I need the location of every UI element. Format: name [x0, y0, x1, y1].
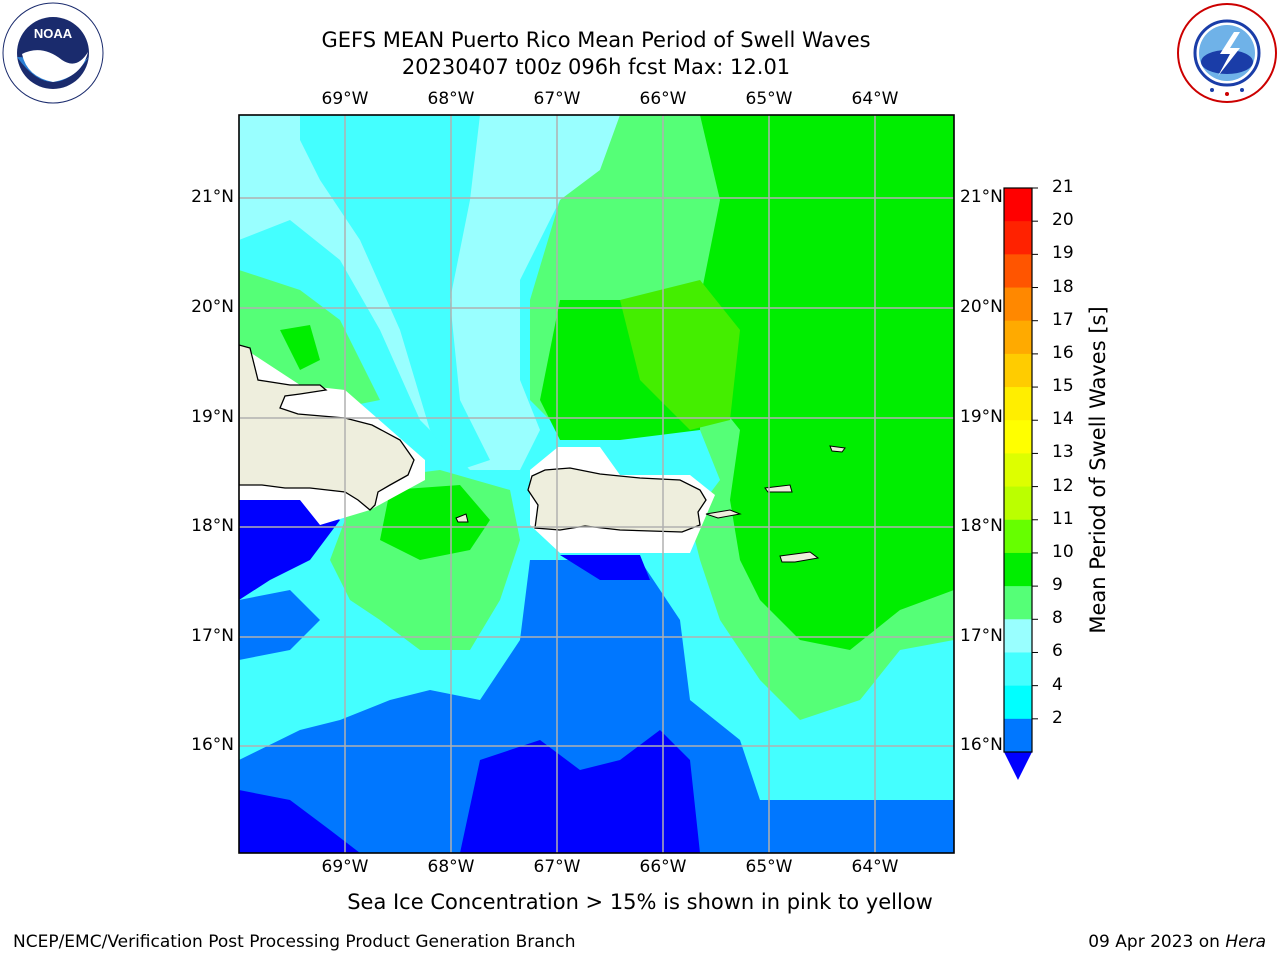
colorbar-tick-label: 13	[1052, 442, 1074, 463]
lon-label: 64°W	[851, 89, 899, 109]
colorbar-block	[1004, 254, 1032, 289]
lat-label: 21°N	[960, 187, 1003, 207]
colorbar-under-triangle	[1004, 752, 1032, 780]
field-yellow-green	[620, 280, 740, 430]
colorbar-tick-label: 4	[1052, 674, 1063, 695]
colorbar-block	[1004, 685, 1032, 720]
lat-label: 17°N	[960, 626, 1003, 646]
colorbar-tick-label: 12	[1052, 475, 1074, 496]
colorbar-tick-label: 9	[1052, 575, 1063, 596]
colorbar-block	[1004, 320, 1032, 355]
sea-ice-note: Sea Ice Concentration > 15% is shown in …	[347, 890, 933, 914]
colorbar-block	[1004, 519, 1032, 554]
lat-label: 18°N	[960, 516, 1003, 536]
colorbar-block	[1004, 353, 1032, 388]
lat-label: 20°N	[191, 297, 234, 317]
colorbar-tick-label: 10	[1052, 541, 1074, 562]
chart-subtitle: 20230407 t00z 096h fcst Max: 12.01	[401, 55, 791, 79]
svg-text:NOAA: NOAA	[34, 26, 73, 41]
lon-label: 65°W	[745, 89, 793, 109]
colorbar-tick-label: 6	[1052, 641, 1063, 662]
lat-label: 16°N	[191, 735, 234, 755]
map-frame	[238, 114, 955, 854]
footer-date: 09 Apr 2023 on Hera	[1088, 932, 1266, 952]
lon-label: 65°W	[745, 857, 793, 877]
colorbar-tick-label: 18	[1052, 276, 1074, 297]
colorbar-tick-label: 19	[1052, 243, 1074, 264]
lat-label: 17°N	[191, 626, 234, 646]
lon-label: 64°W	[851, 857, 899, 877]
colorbar-block	[1004, 188, 1032, 222]
lat-label: 21°N	[191, 187, 234, 207]
colorbar-tick-label: 14	[1052, 409, 1074, 430]
lon-label: 69°W	[321, 857, 369, 877]
hispaniola-land	[239, 344, 415, 511]
footer-date-text: 09 Apr 2023 on	[1088, 932, 1226, 952]
colorbar-tick-label: 15	[1052, 376, 1074, 397]
colorbar-block	[1004, 718, 1032, 753]
lon-label: 69°W	[321, 89, 369, 109]
colorbar-block	[1004, 387, 1032, 421]
colorbar-block	[1004, 619, 1032, 653]
colorbar-frame	[1003, 187, 1033, 753]
footer-machine: Hera	[1225, 932, 1266, 952]
lat-label: 16°N	[960, 735, 1003, 755]
puerto-rico-land	[527, 467, 707, 533]
field-blue-south	[239, 560, 954, 853]
lon-label: 66°W	[639, 89, 687, 109]
lat-label: 19°N	[960, 407, 1003, 427]
lon-label: 67°W	[533, 89, 581, 109]
lat-label: 20°N	[960, 297, 1003, 317]
lon-label: 68°W	[427, 89, 475, 109]
field-deep-blue-south	[460, 730, 700, 853]
colorbar-tick-label: 11	[1052, 508, 1074, 529]
colorbar-block	[1004, 486, 1032, 521]
chart-title: GEFS MEAN Puerto Rico Mean Period of Swe…	[321, 28, 871, 52]
colorbar-block	[1004, 586, 1032, 620]
lat-label: 19°N	[191, 407, 234, 427]
colorbar-tick-label: 17	[1052, 309, 1074, 330]
nws-logo	[1177, 3, 1277, 103]
footer-credit: NCEP/EMC/Verification Post Processing Pr…	[13, 932, 576, 952]
field-deep-blue-west	[239, 500, 340, 600]
colorbar-block	[1004, 453, 1032, 488]
colorbar-block	[1004, 552, 1032, 587]
lon-label: 66°W	[639, 857, 687, 877]
colorbar-block	[1004, 652, 1032, 687]
noaa-logo: NOAA	[2, 2, 104, 104]
colorbar-tick-label: 2	[1052, 707, 1063, 728]
colorbar-title: Mean Period of Swell Waves [s]	[1086, 306, 1110, 634]
field-green	[700, 115, 954, 650]
colorbar-tick-label: 20	[1052, 210, 1074, 231]
graticule	[239, 115, 954, 853]
colorbar-block	[1004, 221, 1032, 255]
contour-fields	[239, 115, 954, 853]
colorbar-tick-label: 8	[1052, 608, 1063, 629]
lon-label: 67°W	[533, 857, 581, 877]
field-cyan-north	[300, 115, 490, 470]
lat-label: 18°N	[191, 516, 234, 536]
colorbar-tick-label: 21	[1052, 177, 1074, 197]
colorbar-tick-label: 16	[1052, 342, 1074, 363]
lon-label: 68°W	[427, 857, 475, 877]
colorbar-block	[1004, 420, 1032, 454]
colorbar-block	[1004, 287, 1032, 322]
